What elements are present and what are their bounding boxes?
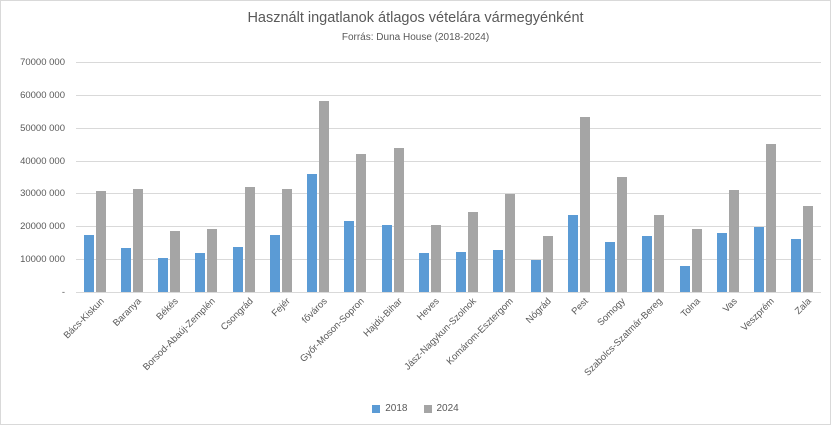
bar-2024-Baranya [132,188,143,292]
bar-group-főváros [300,62,337,292]
legend-swatch-2018 [372,404,381,413]
bar-group-Csongrád [225,62,262,292]
bar-group-Szabolcs-Szatmár-Bereg [635,62,672,292]
bar-2018-Szabolcs-Szatmár-Bereg [642,236,653,292]
bar-2018-Jász-Nagykun-Szolnok [456,251,467,292]
bar-group-Vas [709,62,746,292]
bar-group-Győr-Moson-Sopron [337,62,374,292]
bar-group-Borsod-Abaúj-Zemplén [188,62,225,292]
legend-swatch-2024 [423,404,432,413]
bar-group-Jász-Nagykun-Szolnok [449,62,486,292]
bar-2024-Békés [170,231,181,292]
bar-group-Somogy [598,62,635,292]
bar-2018-Fejér [269,235,280,292]
bar-2024-Csongrád [244,186,255,292]
chart-title: Használt ingatlanok átlagos vételára vár… [247,10,584,26]
bar-2024-Zala [803,206,814,292]
bar-2018-Bács-Kiskun [83,235,94,292]
bar-2018-Somogy [605,242,616,292]
bar-2018-Tolna [679,266,690,292]
bar-2024-Hajdú-Bihar [393,147,404,292]
bar-group-Nógrád [523,62,560,292]
bar-2018-Vas [716,232,727,292]
bar-group-Békés [151,62,188,292]
bar-2024-Heves [430,224,441,292]
bar-2018-Pest [567,215,578,292]
legend-label-2024: 2024 [436,403,459,414]
gridline [76,226,821,228]
y-axis-labels: - 10000 000 20000 000 30000 000 40000 000 500… [1,57,65,298]
y-tick-label: 50000 000 [20,122,65,134]
bar-2024-Borsod-Abaúj-Zemplén [207,228,218,292]
y-tick-label: 30000 000 [20,188,65,200]
bar-2024-Veszprém [766,144,777,292]
gridline [76,62,821,63]
plot-area [76,62,821,293]
bar-2018-Komárom-Esztergom [493,249,504,292]
bar-2024-Somogy [617,176,628,292]
gridline [76,94,821,96]
y-tick-label: 10000 000 [20,254,65,266]
bar-2024-Komárom-Esztergom [505,194,516,292]
bar-2018-főváros [307,174,318,292]
bar-2024-Fejér [281,189,292,292]
y-tick-label: 60000 000 [20,89,65,101]
bar-2024-Bács-Kiskun [95,191,106,292]
x-axis-labels: Bács-Kiskun Baranya Békés Borsod-Abaúj-Zemp… [61,296,821,396]
bar-2018-Veszprém [754,226,765,292]
bar-group-Komárom-Esztergom [486,62,523,292]
y-tick-label: - [61,287,65,298]
bar-2018-Heves [418,252,429,292]
legend-item-2018: 2018 [372,403,408,414]
y-tick-label: 20000 000 [20,221,65,233]
bar-2024-Tolna [691,229,702,292]
bar-group-Veszprém [747,62,784,292]
bar-2018-Csongrád [232,246,243,292]
bar-group-Bács-Kiskun [76,62,113,292]
bar-group-Tolna [672,62,709,292]
bar-group-Baranya [113,62,150,292]
bar-2018-Nógrád [530,259,541,292]
bar-group-Hajdú-Bihar [374,62,411,292]
bar-group-Fejér [262,62,299,292]
y-tick-label: 70000 000 [20,57,65,68]
bar-2024-Győr-Moson-Sopron [356,154,367,292]
bar-2018-Győr-Moson-Sopron [344,221,355,292]
bar-group-Pest [560,62,597,292]
bar-2018-Baranya [120,248,131,292]
chart-subtitle: Forrás: Duna House (2018-2024) [341,32,490,43]
bar-2024-Nógrád [542,236,553,292]
y-tick-label: 40000 000 [20,155,65,167]
bar-2024-Pest [579,116,590,292]
bar-2024-Vas [728,190,739,292]
bar-group-Zala [784,62,821,292]
bar-2018-Borsod-Abaúj-Zemplén [195,253,206,292]
legend: 2018 2024 [1,403,830,414]
gridline [76,193,821,195]
gridline [76,259,821,261]
bar-2018-Hajdú-Bihar [381,224,392,292]
bar-group-Heves [411,62,448,292]
bar-2018-Zala [791,238,802,292]
bar-2018-Békés [158,257,169,292]
bar-2024-Szabolcs-Szatmár-Bereg [654,215,665,292]
gridline [76,127,821,129]
bar-2024-Jász-Nagykun-Szolnok [468,211,479,292]
bar-2024-főváros [319,101,330,292]
legend-label-2018: 2018 [385,403,408,414]
legend-item-2024: 2024 [423,403,459,414]
gridline [76,160,821,162]
